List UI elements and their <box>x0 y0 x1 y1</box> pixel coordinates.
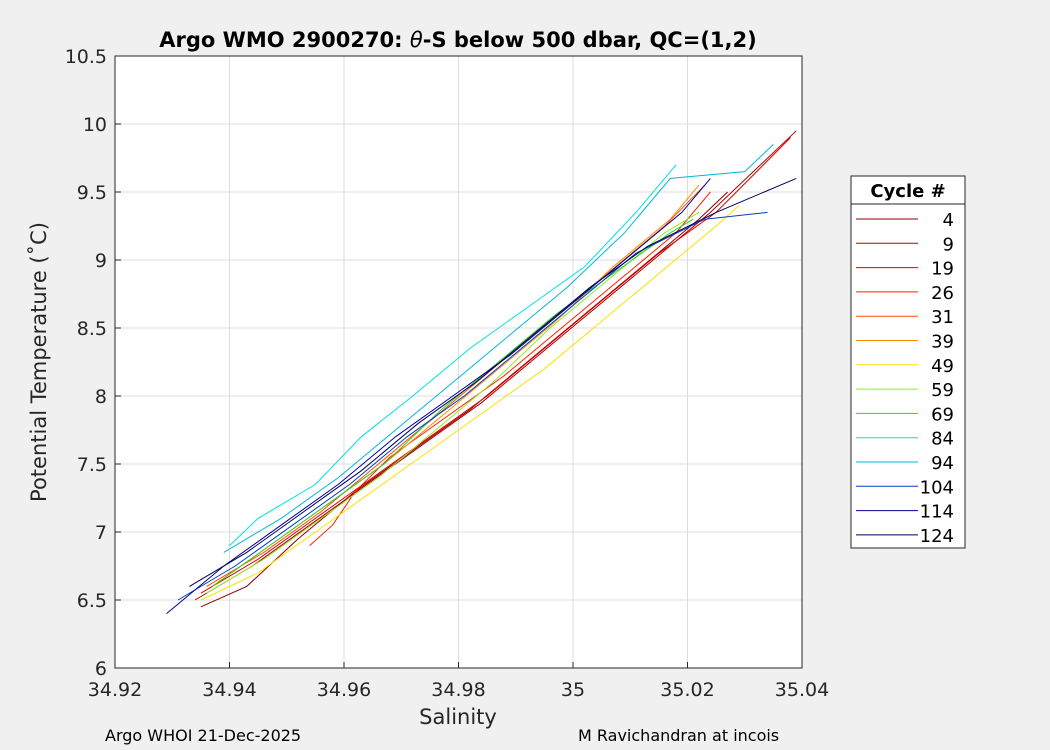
legend-label-cycle-114: 114 <box>920 502 954 523</box>
y-tick-label: 6.5 <box>77 590 107 612</box>
series-line-cycle-114 <box>166 178 711 614</box>
x-tick-label: 35 <box>561 679 585 701</box>
series-line-cycle-94 <box>223 144 774 553</box>
x-tick-labels: 34.92 34.94 34.96 34.98 35 35.02 35.04 <box>88 679 829 701</box>
legend-label-cycle-84: 84 <box>931 429 954 450</box>
chart-title: Argo WMO 2900270: θ-S below 500 dbar, QC… <box>159 28 756 52</box>
legend-label-cycle-19: 19 <box>931 259 954 280</box>
series-line-cycle-19 <box>200 137 791 594</box>
series-lines <box>166 130 797 614</box>
x-tick-label: 35.04 <box>775 679 829 701</box>
x-tick-label: 34.92 <box>88 679 142 701</box>
legend-label-cycle-49: 49 <box>931 356 954 377</box>
x-axis-label: Salinity <box>419 705 497 729</box>
footer-right: M Ravichandran at incois <box>578 726 779 745</box>
x-tick-label: 34.96 <box>317 679 371 701</box>
legend-label-cycle-26: 26 <box>931 283 954 304</box>
x-tick-label: 35.02 <box>660 679 714 701</box>
axes-frame <box>114 55 803 669</box>
series-line-cycle-104 <box>177 211 768 601</box>
series-line-cycle-69 <box>212 218 694 587</box>
y-tick-label: 7 <box>95 522 107 544</box>
series-line-cycle-59 <box>206 211 700 594</box>
x-tick-label: 34.94 <box>202 679 256 701</box>
legend-label-cycle-69: 69 <box>931 404 954 425</box>
title-theta: θ <box>410 28 423 52</box>
y-tick-label: 10.5 <box>65 46 107 68</box>
legend-label-cycle-59: 59 <box>931 380 954 401</box>
title-suffix: -S below 500 dbar, QC=(1,2) <box>423 28 757 52</box>
y-tick-label: 8.5 <box>77 318 107 340</box>
y-tick-label: 9 <box>95 250 107 272</box>
y-tick-label: 6 <box>95 658 107 680</box>
legend-label-cycle-4: 4 <box>943 210 954 231</box>
x-tick-label: 34.98 <box>431 679 485 701</box>
series-line-cycle-124 <box>189 177 797 587</box>
legend-label-cycle-9: 9 <box>943 234 954 255</box>
legend-title: Cycle # <box>870 181 945 202</box>
title-prefix: Argo WMO 2900270: <box>159 28 410 52</box>
legend-label-cycle-104: 104 <box>920 477 954 498</box>
legend-label-cycle-124: 124 <box>920 526 954 547</box>
y-tick-label: 8 <box>95 386 107 408</box>
series-line-cycle-84 <box>229 164 677 546</box>
series-line-cycle-4 <box>200 191 728 608</box>
footer-left: Argo WHOI 21-Dec-2025 <box>105 726 301 745</box>
y-axis-label: Potential Temperature (˚C) <box>27 222 51 502</box>
y-tick-labels: 6 6.5 7 7.5 8 8.5 9 9.5 10 10.5 <box>65 46 107 680</box>
legend-label-cycle-31: 31 <box>931 307 954 328</box>
legend-label-cycle-94: 94 <box>931 453 954 474</box>
y-tick-label: 7.5 <box>77 454 107 476</box>
y-tick-label: 9.5 <box>77 182 107 204</box>
y-tick-label: 10 <box>83 114 107 136</box>
series-line-cycle-49 <box>200 205 740 601</box>
legend-label-cycle-39: 39 <box>931 332 954 353</box>
